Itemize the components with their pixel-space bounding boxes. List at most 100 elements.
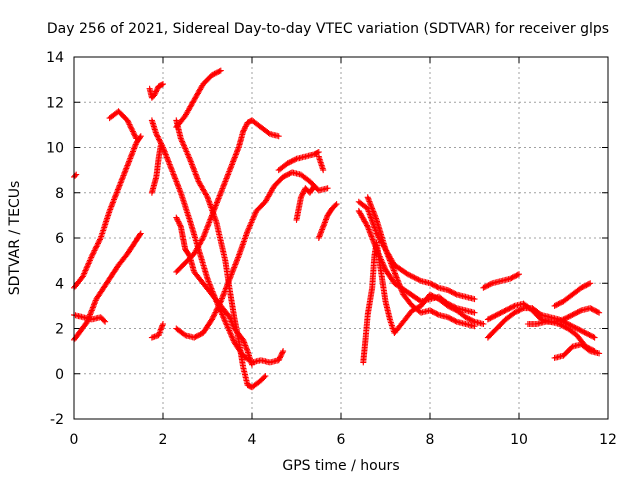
data-point-s1 [89, 304, 96, 311]
data-point-s11 [215, 302, 222, 309]
data-point-s25 [489, 313, 496, 320]
data-point-s7 [219, 312, 226, 319]
data-point-s7 [167, 162, 174, 169]
data-point-s19 [408, 273, 415, 280]
data-point-s13 [191, 97, 198, 103]
data-point-s2 [120, 172, 127, 179]
data-point-s22 [394, 277, 401, 284]
data-point-s2 [122, 166, 129, 173]
data-point-s22 [368, 202, 374, 209]
data-point-s2 [90, 248, 97, 255]
data-point-s19 [452, 290, 459, 297]
data-point-s2 [90, 250, 97, 257]
data-point-s2 [89, 251, 96, 258]
data-point-s11 [235, 254, 242, 261]
data-point-s2 [125, 159, 132, 166]
data-point-s11 [249, 218, 255, 224]
data-point-s1 [83, 319, 90, 326]
data-point-s28 [585, 280, 592, 287]
data-point-s7 [170, 170, 176, 176]
data-point-s22 [371, 212, 378, 219]
data-point-s12 [228, 162, 235, 169]
data-point-s19 [416, 277, 423, 284]
data-point-s14 [198, 183, 205, 190]
data-point-s27 [596, 350, 603, 357]
data-point-s14 [190, 164, 196, 171]
data-point-s2 [80, 272, 87, 278]
data-point-s2 [93, 243, 100, 250]
data-point-s24 [590, 333, 597, 340]
data-point-s13 [186, 106, 192, 113]
data-point-s7 [166, 160, 173, 167]
data-point-s2 [88, 253, 95, 260]
data-point-s16 [297, 194, 304, 201]
data-point-s10 [174, 217, 181, 224]
data-point-s25 [507, 304, 514, 311]
data-point-s2 [111, 196, 117, 203]
data-point-s11 [232, 261, 239, 268]
data-point-s12 [224, 172, 231, 179]
data-point-s14 [180, 141, 187, 148]
data-point-s11 [211, 310, 218, 317]
data-point-s2 [109, 199, 116, 206]
data-point-s5 [133, 135, 140, 142]
data-point-s20 [369, 236, 376, 243]
data-point-s22 [386, 257, 393, 264]
data-point-s2 [124, 162, 131, 169]
data-point-s12 [194, 244, 201, 251]
data-point-s7 [277, 354, 283, 361]
data-point-s12 [235, 145, 242, 152]
data-point-s1 [137, 230, 144, 237]
data-point-s2 [115, 185, 122, 192]
data-point-s11 [209, 316, 215, 323]
data-point-s21 [466, 316, 473, 323]
data-point-s2 [85, 261, 91, 268]
data-point-s26 [591, 307, 597, 314]
data-point-s7 [278, 350, 285, 357]
data-point-s21 [430, 293, 437, 300]
data-point-s22 [384, 252, 391, 258]
data-point-s10 [244, 346, 250, 353]
data-point-s7 [163, 153, 170, 159]
data-point-s7 [154, 132, 160, 139]
data-point-s20 [368, 232, 374, 239]
data-point-s24 [571, 324, 578, 331]
y-tick-label: 14 [46, 50, 64, 66]
data-point-s7 [277, 353, 284, 360]
data-point-s22 [382, 246, 389, 253]
data-point-s28 [580, 283, 587, 290]
data-point-s2 [95, 240, 101, 247]
data-point-s12 [231, 155, 238, 162]
data-point-s7 [168, 165, 175, 172]
data-point-s22 [448, 316, 455, 323]
data-point-s22 [397, 284, 404, 291]
data-point-s7 [279, 349, 286, 356]
data-point-s7 [172, 175, 179, 182]
data-point-s15 [314, 149, 321, 156]
data-point-s22 [447, 315, 454, 322]
data-point-s2 [112, 192, 119, 199]
data-point-s23 [514, 271, 521, 278]
data-point-s10 [176, 221, 183, 228]
data-point-s11 [285, 171, 292, 178]
data-point-s2 [94, 242, 101, 248]
data-point-s23 [484, 282, 491, 289]
data-point-s14 [211, 214, 218, 221]
data-point-s11 [237, 247, 244, 254]
data-point-s2 [108, 202, 115, 209]
data-point-s16 [298, 193, 305, 199]
data-point-s26 [577, 308, 583, 314]
data-point-s15 [287, 159, 294, 165]
data-point-s2 [128, 151, 135, 158]
data-point-s22 [364, 194, 371, 201]
data-point-s22 [392, 271, 399, 278]
data-point-s7 [175, 182, 181, 189]
data-point-s11 [244, 228, 251, 235]
data-point-s7 [164, 155, 171, 162]
data-point-s20 [360, 215, 367, 222]
data-point-s22 [388, 261, 395, 268]
data-point-s24 [516, 307, 523, 314]
data-point-s3 [102, 318, 109, 325]
data-point-s12 [265, 130, 272, 136]
data-point-s13 [214, 69, 220, 76]
